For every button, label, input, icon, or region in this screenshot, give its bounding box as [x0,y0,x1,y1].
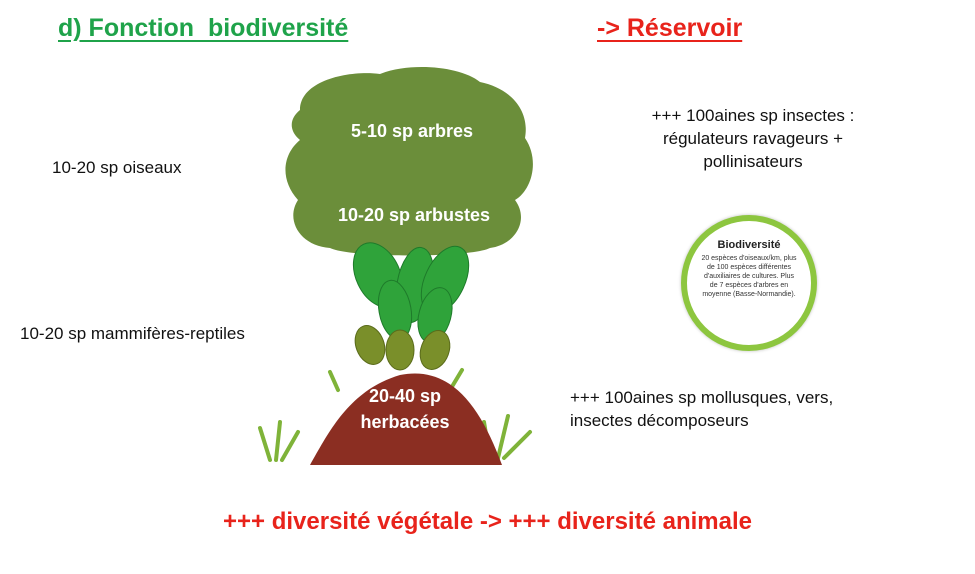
fern-small [354,325,451,371]
decomposers-line-2: insectes décomposeurs [570,411,749,430]
decomposers-line-1: +++ 100aines sp mollusques, vers, [570,388,834,407]
badge-text: 20 espèces d'oiseaux/km, plus de 100 esp… [701,255,797,298]
biodiversity-badge: Biodiversité 20 espèces d'oiseaux/km, pl… [681,215,817,351]
badge-title: Biodiversité [717,239,781,251]
crown-bottom-label: 10-20 sp arbustes [338,205,490,225]
page-title: d) Fonction biodiversité [58,14,349,42]
insects-text: +++ 100aines sp insectes : régulateurs r… [608,104,898,173]
reservoir-heading: -> Réservoir [597,14,743,42]
tree-illustration: 5-10 sp arbres 10-20 sp arbustes 20-40 s… [258,67,533,465]
fern-cluster [352,242,470,343]
crown-top-label: 5-10 sp arbres [351,121,473,141]
insects-line-1: +++ 100aines sp insectes : [651,106,855,125]
mammals-label: 10-20 sp mammifères-reptiles [20,324,245,343]
conclusion: +++ diversité végétale -> +++ diversité … [223,508,752,535]
insects-line-2: régulateurs ravageurs + [662,129,844,148]
soil-mound [310,373,502,465]
tree-crown [285,67,533,256]
decomposers-text: +++ 100aines sp mollusques, vers, insect… [570,386,833,432]
mound-label-line2: herbacées [360,412,449,432]
insects-line-3: pollinisateurs [703,152,803,171]
mound-label-line1: 20-40 sp [369,386,441,406]
birds-label: 10-20 sp oiseaux [52,158,182,177]
